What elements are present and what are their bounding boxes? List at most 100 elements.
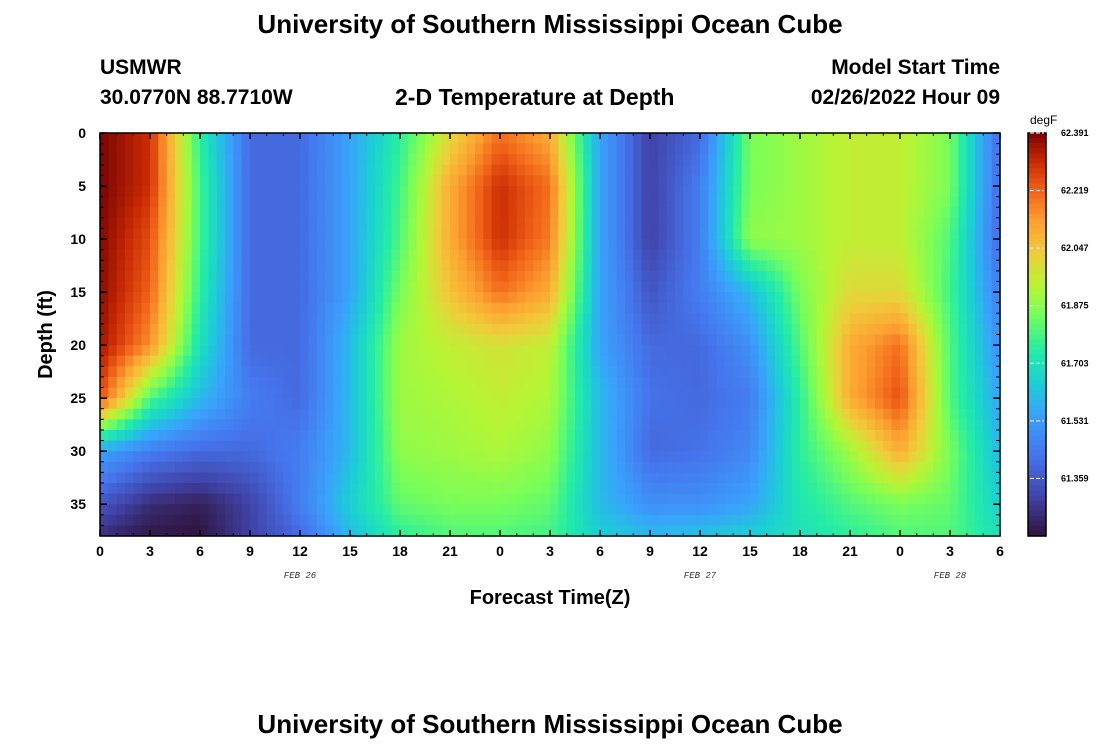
heatmap-cell	[908, 525, 918, 537]
heatmap-cell	[991, 440, 1001, 452]
heatmap-cell	[366, 355, 376, 367]
heatmap-cell	[800, 525, 809, 537]
heatmap-cell	[675, 355, 684, 367]
heatmap-cell	[508, 313, 518, 325]
heatmap-cell	[558, 143, 568, 155]
heatmap-cell	[683, 270, 693, 283]
heatmap-cell	[633, 281, 643, 293]
heatmap-cell	[591, 408, 601, 420]
heatmap-cell	[783, 133, 793, 145]
heatmap-cell	[433, 143, 443, 155]
heatmap-cell	[891, 334, 901, 346]
heatmap-cell	[625, 313, 634, 325]
heatmap-cell	[258, 239, 268, 251]
heatmap-cell	[400, 355, 409, 367]
heatmap-cell	[116, 345, 126, 357]
heatmap-cell	[850, 398, 859, 410]
heatmap-cell	[641, 419, 651, 431]
heatmap-cell	[258, 260, 268, 272]
heatmap-cell	[966, 429, 976, 442]
station-name: USMWR	[100, 56, 182, 79]
heatmap-cell	[833, 133, 843, 145]
heatmap-cell	[775, 239, 784, 251]
heatmap-cell	[425, 472, 434, 484]
heatmap-cell	[266, 260, 276, 272]
heatmap-cell	[608, 366, 618, 378]
heatmap-cell	[400, 239, 409, 251]
heatmap-cell	[233, 472, 243, 484]
heatmap-cell	[225, 323, 234, 336]
heatmap-cell	[483, 366, 493, 378]
heatmap-cell	[133, 313, 143, 325]
heatmap-cell	[650, 196, 659, 208]
heatmap-cell	[675, 270, 684, 283]
heatmap-cell	[991, 376, 1001, 389]
heatmap-cell	[100, 249, 109, 261]
heatmap-cell	[541, 461, 551, 473]
heatmap-cell	[100, 154, 109, 166]
heatmap-cell	[175, 493, 184, 505]
heatmap-cell	[316, 440, 326, 452]
heatmap-cell	[408, 175, 418, 187]
heatmap-cell	[666, 514, 676, 526]
heatmap-cell	[366, 461, 376, 473]
heatmap-cell	[508, 323, 518, 336]
heatmap-cell	[850, 186, 859, 198]
heatmap-cell	[166, 196, 176, 208]
heatmap-cell	[458, 186, 468, 198]
heatmap-cell	[458, 398, 468, 410]
heatmap-cell	[858, 196, 868, 208]
heatmap-cell	[650, 207, 659, 219]
heatmap-cell	[858, 292, 868, 304]
heatmap-cell	[400, 440, 409, 452]
heatmap-cell	[708, 482, 718, 495]
heatmap-cell	[966, 408, 976, 420]
heatmap-cell	[250, 154, 259, 166]
heatmap-cell	[225, 270, 234, 283]
heatmap-cell	[150, 482, 159, 495]
heatmap-cell	[258, 366, 268, 378]
heatmap-cell	[458, 461, 468, 473]
heatmap-cell	[866, 419, 876, 431]
heatmap-cell	[141, 196, 151, 208]
heatmap-cell	[883, 249, 893, 261]
heatmap-cell	[191, 196, 201, 208]
colorbar-segment	[1028, 384, 1046, 391]
heatmap-cell	[975, 429, 984, 442]
heatmap-cell	[850, 228, 859, 240]
heatmap-cell	[283, 514, 293, 526]
heatmap-cell	[758, 323, 768, 336]
heatmap-cell	[716, 472, 726, 484]
heatmap-cell	[791, 408, 801, 420]
heatmap-cell	[458, 260, 468, 272]
heatmap-cell	[883, 133, 893, 145]
heatmap-cell	[250, 429, 259, 442]
heatmap-cell	[491, 493, 501, 505]
heatmap-cell	[850, 207, 859, 219]
heatmap-cell	[241, 387, 251, 399]
heatmap-cell	[608, 143, 618, 155]
heatmap-cell	[125, 196, 134, 208]
heatmap-cell	[375, 376, 384, 389]
heatmap-cell	[866, 228, 876, 240]
heatmap-cell	[833, 461, 843, 473]
heatmap-cell	[575, 482, 584, 495]
colorbar-segment	[1028, 369, 1046, 376]
heatmap-cell	[300, 355, 309, 367]
heatmap-cell	[700, 398, 709, 410]
heatmap-cell	[975, 228, 984, 240]
heatmap-cell	[741, 217, 751, 230]
heatmap-cell	[166, 249, 176, 261]
heatmap-cell	[683, 260, 693, 272]
heatmap-cell	[475, 313, 484, 325]
heatmap-cell	[558, 376, 568, 389]
heatmap-cell	[233, 281, 243, 293]
heatmap-cell	[591, 260, 601, 272]
station-coordinates: 30.0770N 88.7710W	[100, 86, 293, 109]
heatmap-cell	[625, 133, 634, 145]
heatmap-cell	[675, 260, 684, 272]
heatmap-cell	[825, 514, 834, 526]
heatmap-cell	[175, 143, 184, 155]
heatmap-cell	[633, 207, 643, 219]
heatmap-cell	[666, 260, 676, 272]
